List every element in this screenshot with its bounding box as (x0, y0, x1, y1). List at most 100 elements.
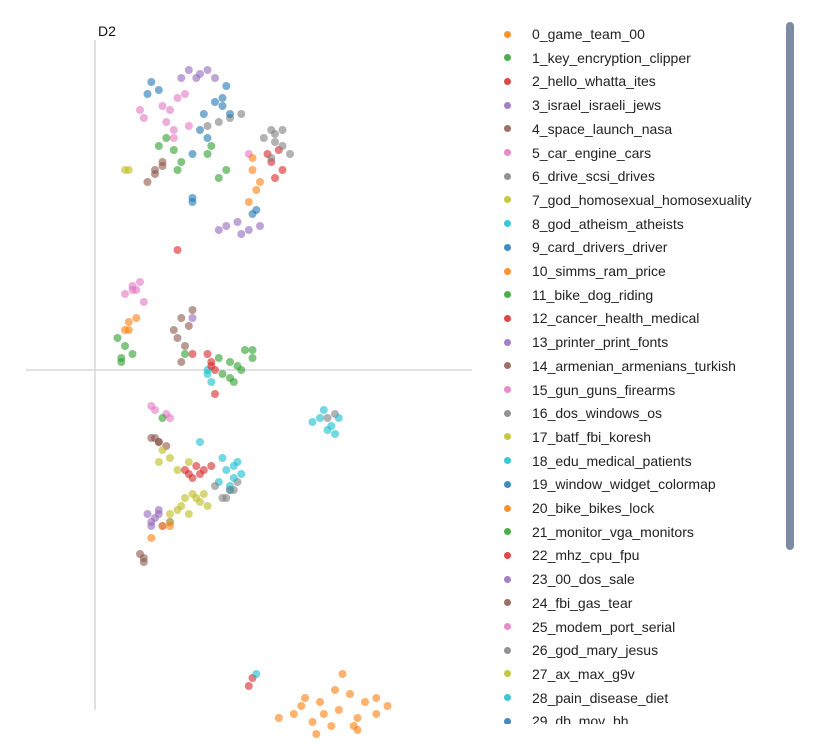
scatter-point (278, 166, 287, 174)
legend-label: 19_window_widget_colormap (532, 476, 716, 493)
scatter-point (166, 106, 174, 114)
legend-swatch (504, 125, 511, 133)
scatter-point (334, 706, 343, 714)
scatter-point (139, 554, 148, 562)
legend-swatch (504, 575, 511, 583)
legend-item[interactable]: 12_cancer_health_medical (496, 308, 699, 328)
scatter-point (207, 362, 216, 370)
legend-item[interactable]: 6_drive_scsi_drives (496, 166, 655, 186)
scatter-point (177, 502, 186, 510)
legend-item[interactable]: 25_modem_port_serial (496, 617, 675, 637)
scatter-point (203, 66, 212, 74)
scatter-point (301, 694, 309, 702)
legend-item[interactable]: 18_edu_medical_patients (496, 451, 692, 471)
scatter-point (338, 670, 347, 678)
legend-item[interactable]: 22_mhz_cpu_fpu (496, 545, 639, 565)
series-24 (139, 434, 163, 562)
scatter-point (173, 334, 182, 342)
scatter-point (184, 322, 193, 330)
legend-item[interactable]: 4_space_launch_nasa (496, 119, 672, 139)
legend-item[interactable]: 16_dos_windows_os (496, 403, 662, 423)
scatter-point (244, 198, 253, 206)
series-12 (181, 350, 219, 478)
scatter-point (331, 430, 339, 438)
legend-item[interactable]: 20_bike_bikes_lock (496, 498, 654, 518)
series-29 (188, 198, 257, 218)
legend-item[interactable]: 1_key_encryption_clipper (496, 48, 691, 68)
legend-item[interactable]: 3_israel_israeli_jews (496, 95, 661, 115)
scatter-point (241, 346, 249, 354)
legend-label: 22_mhz_cpu_fpu (532, 547, 640, 564)
scatter-point (154, 510, 163, 518)
legend-item[interactable]: 19_window_widget_colormap (496, 474, 716, 494)
legend-scrollbar[interactable] (786, 22, 794, 550)
scatter-point (173, 166, 182, 174)
legend-item[interactable]: 15_gun_guns_firearms (496, 380, 675, 400)
scatter-point (136, 106, 144, 114)
scatter-point (353, 714, 362, 722)
scatter-point (181, 466, 189, 474)
scatter-point (124, 318, 133, 326)
scatter-point (121, 166, 129, 174)
scatter-point (158, 102, 167, 110)
scatter-point (192, 74, 201, 82)
scatter-point (226, 486, 234, 494)
legend-item[interactable]: 13_printer_print_fonts (496, 332, 668, 352)
series-21 (117, 354, 234, 382)
legend-item[interactable]: 8_god_atheism_atheists (496, 214, 684, 234)
scatter-point (154, 86, 163, 94)
legend-item[interactable]: 0_game_team_00 (496, 24, 645, 44)
legend-swatch (504, 338, 511, 346)
legend-label: 18_edu_medical_patients (532, 452, 692, 469)
scatter-point (256, 222, 264, 230)
scatter-point (297, 702, 306, 710)
legend-item[interactable]: 26_god_mary_jesus (496, 640, 658, 660)
legend-item[interactable]: 9_card_drivers_driver (496, 237, 667, 257)
legend-label: 15_gun_guns_firearms (532, 381, 676, 398)
series-3 (143, 66, 264, 530)
legend-label: 7_god_homosexual_homosexuality (532, 191, 752, 208)
legend-item[interactable]: 14_armenian_armenians_turkish (496, 356, 736, 376)
legend-swatch (504, 291, 511, 299)
scatter-point (334, 414, 343, 422)
series-28 (203, 370, 261, 678)
scatter-point (166, 414, 174, 422)
legend-item[interactable]: 17_batf_fbi_koresh (496, 427, 651, 447)
legend-item[interactable]: 27_ax_max_g9v (496, 664, 635, 684)
series-19 (188, 102, 261, 214)
legend-item[interactable]: 24_fbi_gas_tear (496, 593, 632, 613)
legend-item[interactable]: 10_simms_ram_price (496, 261, 666, 281)
scatter-point (248, 154, 257, 162)
scatter-point (143, 510, 152, 518)
scatter-point (117, 358, 126, 366)
legend-item[interactable]: 11_bike_dog_riding (496, 285, 653, 305)
scatter-point (361, 698, 369, 706)
series-23 (147, 230, 246, 526)
scatter-point (211, 390, 219, 398)
legend-swatch (504, 220, 511, 228)
legend-item[interactable]: 7_god_homosexual_homosexuality (496, 190, 751, 210)
scatter-point (218, 370, 227, 378)
scatter-point (196, 438, 204, 446)
legend-item[interactable]: 21_monitor_vga_monitors (496, 522, 694, 542)
scatter-point (372, 710, 381, 718)
legend-label: 25_modem_port_serial (532, 618, 676, 635)
legend-label: 5_car_engine_cars (532, 144, 652, 161)
scatter-point (308, 718, 317, 726)
scatter-point (136, 278, 144, 286)
scatter-point (289, 710, 298, 718)
scatter-point (211, 74, 219, 82)
legend-item[interactable]: 28_pain_disease_diet (496, 688, 668, 708)
scatter-point (244, 226, 253, 234)
legend-item[interactable]: 29_db_mov_bh (496, 711, 629, 724)
scatter-point (237, 230, 246, 238)
legend-swatch (504, 172, 511, 180)
scatter-point (184, 66, 193, 74)
legend-item[interactable]: 2_hello_whatta_ites (496, 71, 656, 91)
scatter-point (211, 98, 219, 106)
scatter-point (244, 682, 253, 690)
legend-item[interactable]: 23_00_dos_sale (496, 569, 635, 589)
legend-label: 27_ax_max_g9v (532, 665, 635, 682)
legend-item[interactable]: 5_car_engine_cars (496, 143, 651, 163)
series-5 (121, 90, 253, 418)
